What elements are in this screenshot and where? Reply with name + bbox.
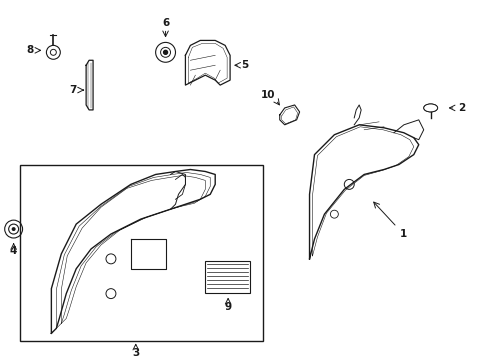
Text: 6: 6 xyxy=(162,18,169,27)
Text: 9: 9 xyxy=(224,302,231,311)
Bar xyxy=(205,261,249,293)
Text: 3: 3 xyxy=(132,348,139,358)
Text: 5: 5 xyxy=(241,60,248,70)
Text: 2: 2 xyxy=(457,103,464,113)
Bar xyxy=(20,165,263,341)
Text: 4: 4 xyxy=(10,246,17,256)
Text: 10: 10 xyxy=(260,90,275,100)
Circle shape xyxy=(163,50,167,54)
Text: 7: 7 xyxy=(69,85,77,95)
Ellipse shape xyxy=(423,104,437,112)
Circle shape xyxy=(12,227,16,231)
Text: 8: 8 xyxy=(26,45,33,55)
Text: 1: 1 xyxy=(399,229,407,239)
